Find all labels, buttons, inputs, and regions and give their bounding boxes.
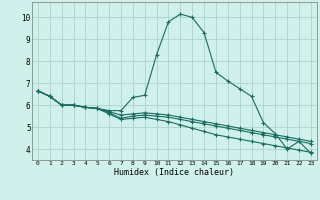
X-axis label: Humidex (Indice chaleur): Humidex (Indice chaleur) [115, 168, 234, 177]
